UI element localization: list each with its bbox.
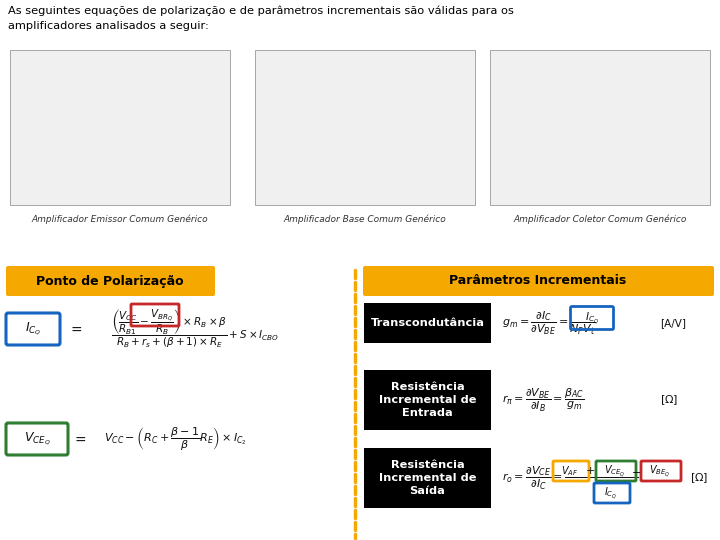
Text: $V_{CC}-\left(R_C+\dfrac{\beta-1}{\beta}R_E\right)\times I_{C_2}$: $V_{CC}-\left(R_C+\dfrac{\beta-1}{\beta}… xyxy=(104,426,246,453)
Text: $I_{C_Q}$: $I_{C_Q}$ xyxy=(604,485,618,501)
Text: $r_o=\dfrac{\partial V_{CE}}{\partial I_C}=\dfrac{\;\;\;\;\;\;\;\;\;\;\;\;\;\;\;: $r_o=\dfrac{\partial V_{CE}}{\partial I_… xyxy=(502,464,639,491)
Bar xyxy=(10,50,230,205)
Text: $V_{CE_Q}$: $V_{CE_Q}$ xyxy=(24,431,50,447)
Text: $I_{C_Q}$: $I_{C_Q}$ xyxy=(585,310,599,326)
Text: Transcondutância: Transcondutância xyxy=(371,318,485,328)
Text: $+$: $+$ xyxy=(585,465,595,476)
Text: Resistência
Incremental de
Entrada: Resistência Incremental de Entrada xyxy=(379,382,476,418)
FancyBboxPatch shape xyxy=(364,303,491,343)
Text: [$\Omega$]: [$\Omega$] xyxy=(690,471,708,485)
Text: $V_{AF}$: $V_{AF}$ xyxy=(562,464,579,478)
Text: [A/V]: [A/V] xyxy=(660,318,686,328)
Text: $V_{CE_Q}$: $V_{CE_Q}$ xyxy=(604,463,626,479)
Text: $=$: $=$ xyxy=(68,322,83,336)
Text: Amplificador Emissor Comum Genérico: Amplificador Emissor Comum Genérico xyxy=(32,215,208,225)
Text: Ponto de Polarização: Ponto de Polarização xyxy=(36,274,184,287)
Bar xyxy=(490,50,710,205)
Bar xyxy=(255,50,475,205)
Text: [$\Omega$]: [$\Omega$] xyxy=(660,393,678,407)
Text: Parâmetros Incrementais: Parâmetros Incrementais xyxy=(449,274,626,287)
Text: $r_\pi=\dfrac{\partial V_{BE}}{\partial I_B}=\dfrac{\beta_{AC}}{g_m}$: $r_\pi=\dfrac{\partial V_{BE}}{\partial … xyxy=(502,386,585,414)
FancyBboxPatch shape xyxy=(364,370,491,430)
FancyBboxPatch shape xyxy=(364,448,491,508)
FancyBboxPatch shape xyxy=(363,266,714,296)
Text: $\dfrac{\left(\dfrac{V_{CC}}{R_{B1}}-\dfrac{V_{BR_Q}}{R_B}\right)\times R_B\time: $\dfrac{\left(\dfrac{V_{CC}}{R_{B1}}-\df… xyxy=(111,308,279,350)
Text: Amplificador Coletor Comum Genérico: Amplificador Coletor Comum Genérico xyxy=(513,215,687,225)
Text: Amplificador Base Comum Genérico: Amplificador Base Comum Genérico xyxy=(284,215,446,225)
Text: Resistência
Incremental de
Saída: Resistência Incremental de Saída xyxy=(379,460,476,496)
Text: $V_{BE_Q}$: $V_{BE_Q}$ xyxy=(649,463,670,479)
Text: As seguintes equações de polarização e de parâmetros incrementais são válidas pa: As seguintes equações de polarização e d… xyxy=(8,6,514,31)
Text: $I_{C_Q}$: $I_{C_Q}$ xyxy=(24,321,41,338)
Text: $-$: $-$ xyxy=(631,466,641,476)
Text: $g_m=\dfrac{\partial I_C}{\partial V_{BE}}=\dfrac{\;\;\;\;\;\;\;}{N_FV_t}$: $g_m=\dfrac{\partial I_C}{\partial V_{BE… xyxy=(502,309,595,336)
Text: $=$: $=$ xyxy=(72,432,87,446)
FancyBboxPatch shape xyxy=(6,266,215,296)
